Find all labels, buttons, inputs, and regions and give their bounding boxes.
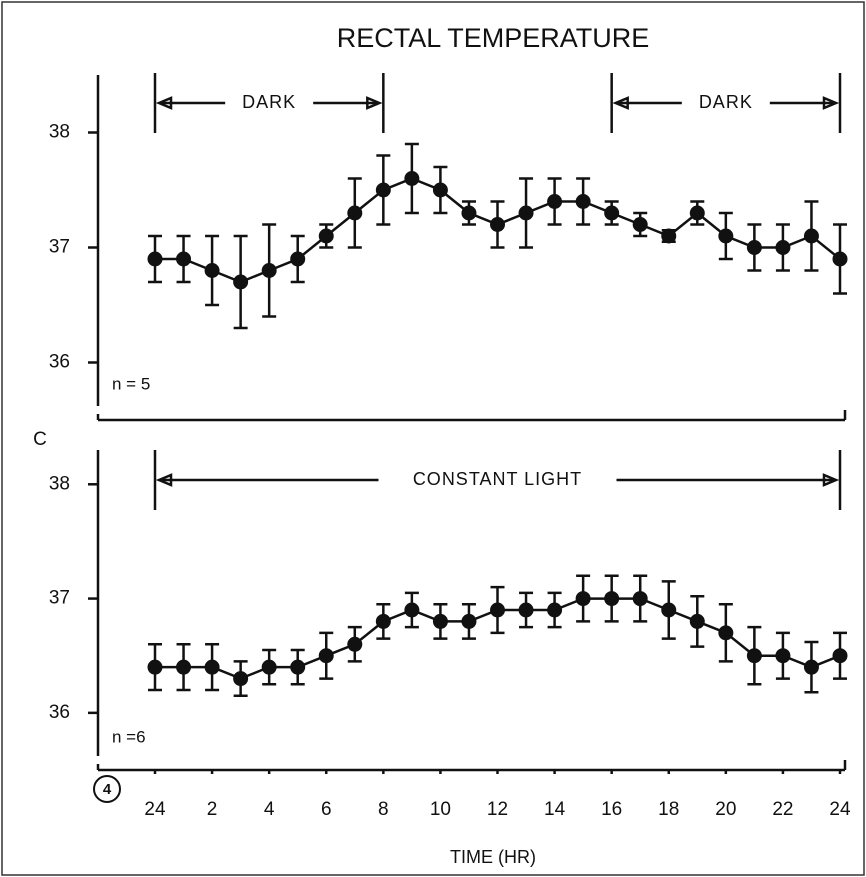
data-point (318, 228, 334, 244)
x-tick-label: 16 (601, 799, 622, 820)
data-point (233, 671, 249, 687)
x-tick-label: 24 (829, 799, 851, 820)
data-point (518, 602, 534, 618)
data-point (347, 205, 363, 221)
data-point (632, 591, 648, 607)
data-point (803, 228, 819, 244)
y-tick-label: 36 (49, 352, 70, 373)
y-tick-label: 38 (49, 473, 70, 494)
data-point (547, 602, 563, 618)
arrow-head (822, 96, 840, 110)
data-point (661, 602, 677, 618)
data-point (746, 648, 762, 664)
y-tick-label: 37 (49, 588, 70, 609)
data-point (147, 659, 163, 675)
data-point (176, 659, 192, 675)
data-point (746, 240, 762, 255)
x-tick-label: 8 (378, 799, 389, 820)
arrow-head (155, 473, 173, 487)
data-point (604, 205, 620, 221)
arrow-head (822, 473, 840, 487)
data-point (204, 659, 220, 675)
y-axis-label: C (33, 429, 47, 450)
figure-badge (93, 775, 121, 803)
data-point (518, 205, 534, 221)
data-point (661, 228, 677, 244)
figure-number: 4 (103, 781, 112, 798)
data-point (832, 648, 848, 664)
data-point (490, 217, 505, 232)
chart-title: RECTAL TEMPERATURE (337, 23, 650, 53)
x-tick-label: 6 (321, 799, 332, 820)
x-tick-label: 4 (264, 799, 275, 820)
data-point (347, 636, 363, 652)
data-point (404, 602, 420, 618)
data-point (718, 625, 734, 641)
x-tick-label: 18 (658, 799, 679, 820)
data-point (375, 613, 391, 629)
data-point (432, 613, 448, 629)
data-point (775, 648, 791, 664)
x-tick-label: 14 (544, 799, 566, 820)
x-tick-label: 10 (430, 799, 451, 820)
arrow-head (612, 96, 629, 110)
data-point (803, 659, 819, 675)
data-point (547, 194, 563, 209)
y-tick-label: 38 (49, 122, 70, 143)
data-point (575, 194, 591, 209)
x-tick-label: 2 (207, 799, 218, 820)
data-point (404, 171, 420, 186)
data-point (290, 251, 306, 267)
arrow-head (366, 96, 383, 110)
data-point (689, 613, 705, 629)
x-tick-label: 22 (772, 799, 793, 820)
data-point (718, 228, 734, 244)
y-tick-label: 37 (49, 237, 70, 258)
data-point (832, 251, 848, 267)
y-tick-label: 36 (49, 702, 70, 723)
data-point (318, 648, 334, 664)
x-axis-label: TIME (HR) (450, 847, 536, 867)
arrow-head (155, 96, 173, 110)
sample-size: n =6 (112, 727, 146, 746)
data-point (290, 659, 306, 675)
x-tick-label: 24 (144, 799, 166, 820)
data-point (204, 263, 220, 278)
annotation: CONSTANT LIGHT (413, 469, 582, 489)
data-point (375, 182, 391, 198)
sample-size: n = 5 (112, 374, 150, 393)
data-point (775, 240, 791, 255)
x-tick-label: 20 (715, 799, 736, 820)
data-point (461, 205, 477, 221)
data-point (432, 182, 448, 198)
data-point (261, 263, 277, 278)
data-point (490, 602, 505, 618)
x-tick-label: 12 (487, 799, 508, 820)
annotation: DARK (699, 92, 753, 112)
annotation: DARK (242, 92, 296, 112)
data-point (461, 613, 477, 629)
data-point (176, 251, 192, 267)
data-point (233, 274, 249, 290)
data-point (147, 251, 163, 267)
data-point (632, 217, 648, 232)
data-point (261, 659, 277, 675)
data-point (575, 591, 591, 607)
data-point (604, 591, 620, 607)
data-point (689, 205, 705, 221)
